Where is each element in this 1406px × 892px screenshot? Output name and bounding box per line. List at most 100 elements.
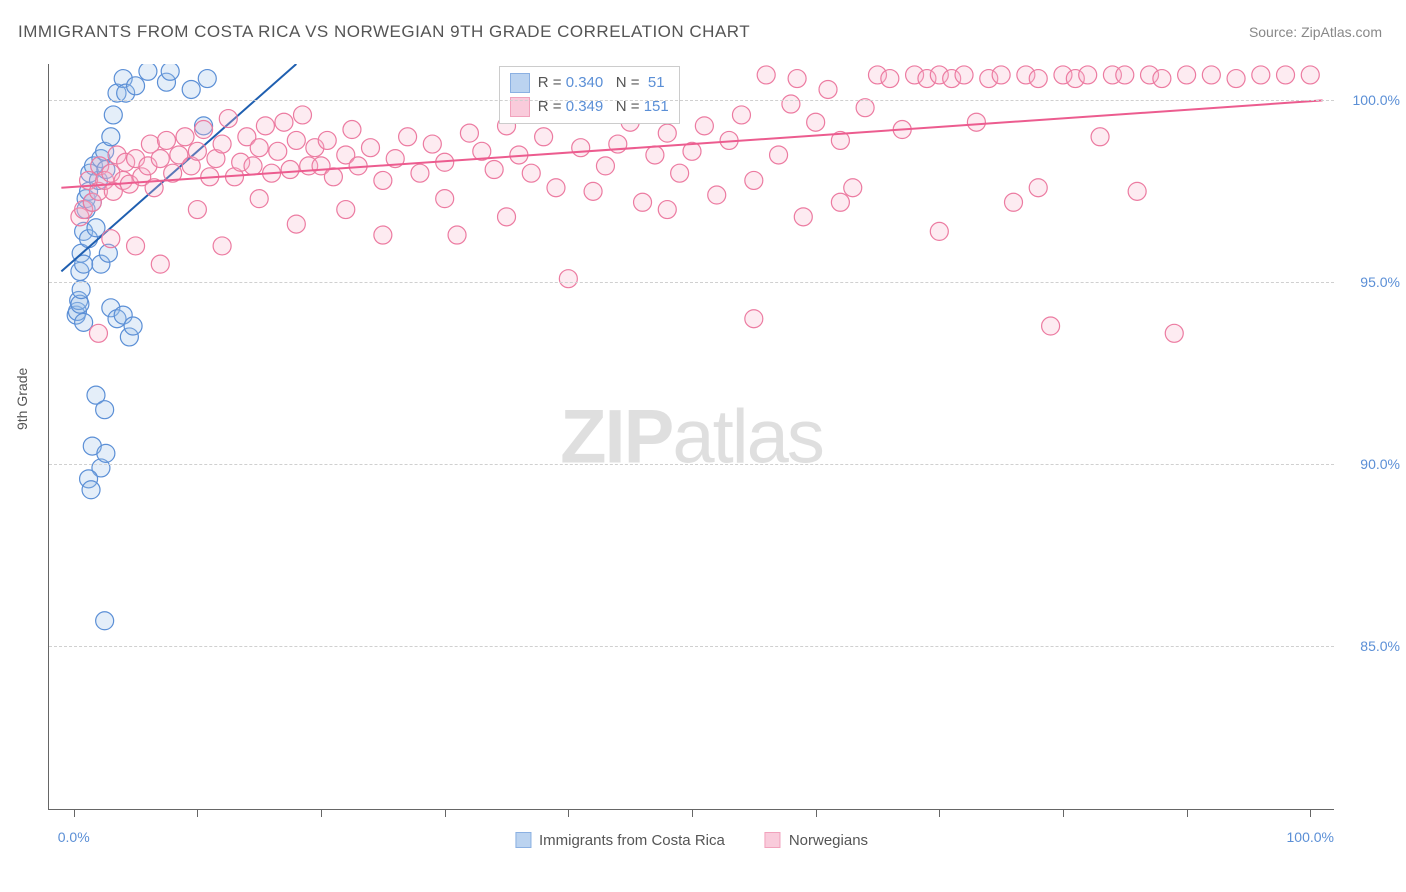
data-point: [362, 139, 380, 157]
data-point: [844, 179, 862, 197]
data-point: [646, 146, 664, 164]
x-tick-label: 100.0%: [1287, 829, 1334, 845]
data-point: [1165, 324, 1183, 342]
legend-label: Norwegians: [789, 832, 868, 849]
data-point: [732, 106, 750, 124]
data-point: [1079, 66, 1097, 84]
data-point: [572, 139, 590, 157]
data-point: [104, 106, 122, 124]
x-tick: [568, 809, 569, 817]
data-point: [436, 190, 454, 208]
y-tick-label: 95.0%: [1340, 274, 1400, 290]
data-point: [955, 66, 973, 84]
data-point: [250, 190, 268, 208]
data-point: [881, 70, 899, 88]
data-point: [151, 150, 169, 168]
data-point: [269, 142, 287, 160]
chart-title: IMMIGRANTS FROM COSTA RICA VS NORWEGIAN …: [18, 22, 750, 42]
data-point: [1178, 66, 1196, 84]
data-point: [75, 313, 93, 331]
data-point: [992, 66, 1010, 84]
data-point: [1042, 317, 1060, 335]
x-tick: [321, 809, 322, 817]
data-point: [658, 201, 676, 219]
data-point: [127, 77, 145, 95]
data-point: [374, 226, 392, 244]
series-norwegians: [61, 66, 1322, 342]
data-point: [188, 142, 206, 160]
legend-row: R = 0.349 N = 151: [510, 95, 669, 119]
data-point: [96, 612, 114, 630]
data-point: [275, 113, 293, 131]
data-point: [1091, 128, 1109, 146]
data-point: [213, 135, 231, 153]
data-point: [807, 113, 825, 131]
legend-label: Immigrants from Costa Rica: [539, 832, 725, 849]
plot-area: ZIPatlas R = 0.340 N = 51R = 0.349 N = 1…: [48, 64, 1334, 810]
y-tick-label: 90.0%: [1340, 456, 1400, 472]
data-point: [411, 164, 429, 182]
data-point: [287, 131, 305, 149]
data-point: [1005, 193, 1023, 211]
gridline-h: [49, 464, 1334, 465]
data-point: [485, 161, 503, 179]
data-point: [671, 164, 689, 182]
data-point: [213, 237, 231, 255]
x-tick-label: 0.0%: [58, 829, 90, 845]
data-point: [1252, 66, 1270, 84]
gridline-h: [49, 646, 1334, 647]
data-point: [124, 317, 142, 335]
data-point: [1301, 66, 1319, 84]
data-point: [535, 128, 553, 146]
data-point: [96, 401, 114, 419]
data-point: [745, 310, 763, 328]
data-point: [82, 481, 100, 499]
y-axis-label: 9th Grade: [14, 368, 30, 430]
data-point: [498, 208, 516, 226]
legend-stats: R = 0.340 N = 51: [538, 71, 665, 95]
data-point: [293, 106, 311, 124]
data-point: [831, 193, 849, 211]
x-tick: [692, 809, 693, 817]
data-point: [318, 131, 336, 149]
data-point: [782, 95, 800, 113]
data-point: [102, 128, 120, 146]
data-point: [695, 117, 713, 135]
data-point: [198, 70, 216, 88]
x-tick: [816, 809, 817, 817]
data-point: [399, 128, 417, 146]
legend-swatch: [765, 832, 781, 848]
data-point: [188, 201, 206, 219]
data-point: [423, 135, 441, 153]
data-point: [1029, 179, 1047, 197]
data-point: [794, 208, 812, 226]
data-point: [337, 201, 355, 219]
data-point: [324, 168, 342, 186]
data-point: [281, 161, 299, 179]
data-point: [161, 62, 179, 80]
data-point: [287, 215, 305, 233]
data-point: [102, 230, 120, 248]
data-point: [584, 182, 602, 200]
series-legend: Immigrants from Costa Rica Norwegians: [515, 832, 868, 849]
data-point: [745, 171, 763, 189]
x-tick: [197, 809, 198, 817]
data-point: [1153, 70, 1171, 88]
x-tick: [1187, 809, 1188, 817]
y-tick-label: 85.0%: [1340, 638, 1400, 654]
data-point: [244, 157, 262, 175]
data-point: [522, 164, 540, 182]
data-point: [559, 270, 577, 288]
data-point: [448, 226, 466, 244]
x-tick: [939, 809, 940, 817]
data-point: [930, 222, 948, 240]
correlation-legend: R = 0.340 N = 51R = 0.349 N = 151: [499, 66, 680, 124]
data-point: [770, 146, 788, 164]
gridline-h: [49, 100, 1334, 101]
gridline-h: [49, 282, 1334, 283]
data-point: [1128, 182, 1146, 200]
data-point: [596, 157, 614, 175]
data-point: [967, 113, 985, 131]
chart-svg: [49, 64, 1334, 809]
data-point: [256, 117, 274, 135]
